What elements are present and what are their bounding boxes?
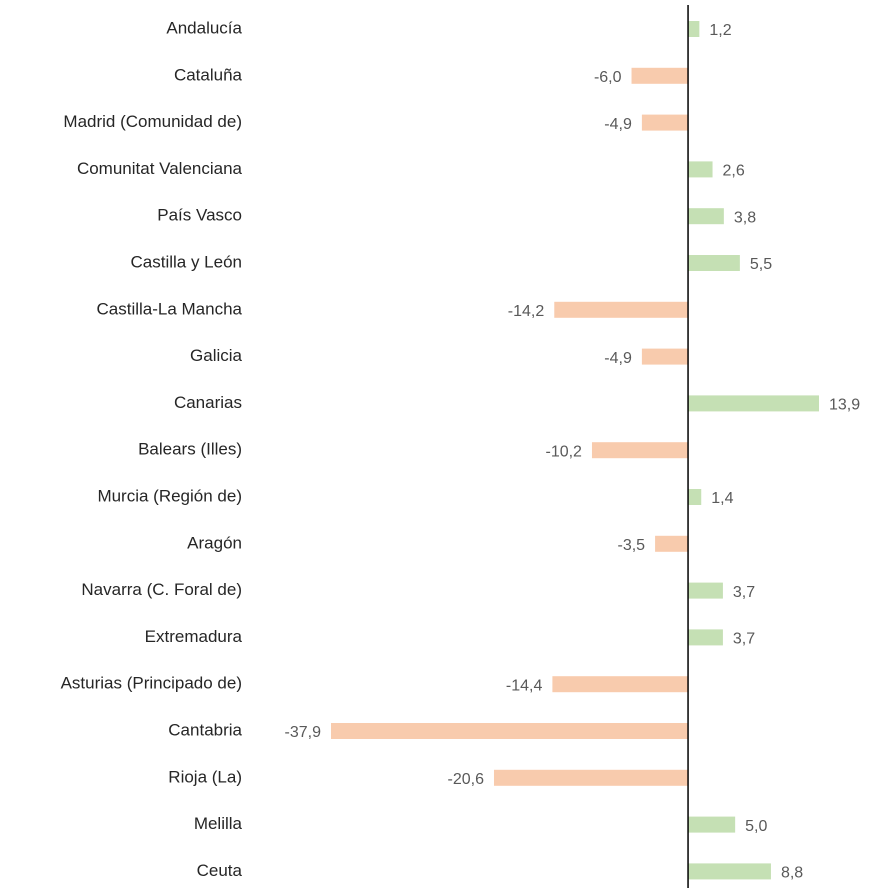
value-label: 5,0	[745, 818, 767, 835]
category-label: Cantabria	[168, 720, 242, 739]
bar	[688, 863, 771, 880]
category-label: Galicia	[190, 346, 243, 365]
bar	[641, 348, 689, 365]
category-label: Asturias (Principado de)	[61, 674, 242, 693]
value-label: 3,8	[734, 209, 756, 226]
value-label: 2,6	[723, 163, 745, 180]
category-label: Comunitat Valenciana	[77, 159, 243, 178]
value-label: -37,9	[285, 724, 322, 741]
bar	[641, 114, 689, 131]
value-label: 5,5	[750, 256, 772, 273]
bar	[688, 161, 713, 178]
bar	[688, 21, 700, 37]
bar	[331, 723, 689, 739]
value-label: -6,0	[594, 69, 622, 86]
category-label: Castilla y León	[130, 252, 242, 271]
bar	[591, 442, 689, 459]
category-label: Melilla	[194, 814, 243, 833]
bar	[688, 395, 819, 412]
value-label: -14,4	[506, 677, 543, 694]
category-label: Balears (Illes)	[138, 440, 242, 459]
value-label: -4,9	[604, 116, 632, 133]
value-label: 3,7	[733, 584, 755, 601]
bar	[688, 816, 736, 833]
bar	[688, 208, 724, 225]
category-label: Rioja (La)	[168, 767, 242, 786]
bar	[554, 301, 689, 318]
bar	[552, 676, 689, 693]
bar	[688, 629, 723, 646]
bar	[631, 67, 689, 84]
category-label: Andalucía	[166, 18, 242, 37]
category-label: Navarra (C. Foral de)	[81, 580, 242, 599]
category-label: Ceuta	[197, 861, 243, 880]
category-label: Castilla-La Mancha	[96, 299, 242, 318]
value-label: 1,4	[711, 490, 733, 507]
value-label: 1,2	[709, 22, 731, 39]
bar	[655, 535, 689, 552]
value-label: 3,7	[733, 631, 755, 648]
bar	[493, 769, 689, 786]
category-label: Canarias	[174, 393, 242, 412]
value-label: -14,2	[508, 303, 545, 320]
bar	[688, 582, 723, 599]
category-label: Cataluña	[174, 65, 243, 84]
value-label: -10,2	[545, 443, 582, 460]
bar	[688, 255, 740, 271]
category-label: Madrid (Comunidad de)	[63, 112, 242, 131]
value-label: -4,9	[604, 350, 632, 367]
value-label: 13,9	[829, 397, 860, 414]
category-label: Extremadura	[145, 627, 243, 646]
bar	[688, 489, 702, 505]
value-label: -20,6	[448, 771, 485, 788]
value-label: 8,8	[781, 865, 803, 882]
category-label: Aragón	[187, 533, 242, 552]
category-label: Murcia (Región de)	[97, 486, 242, 505]
category-label: País Vasco	[157, 206, 242, 225]
value-label: -3,5	[617, 537, 645, 554]
